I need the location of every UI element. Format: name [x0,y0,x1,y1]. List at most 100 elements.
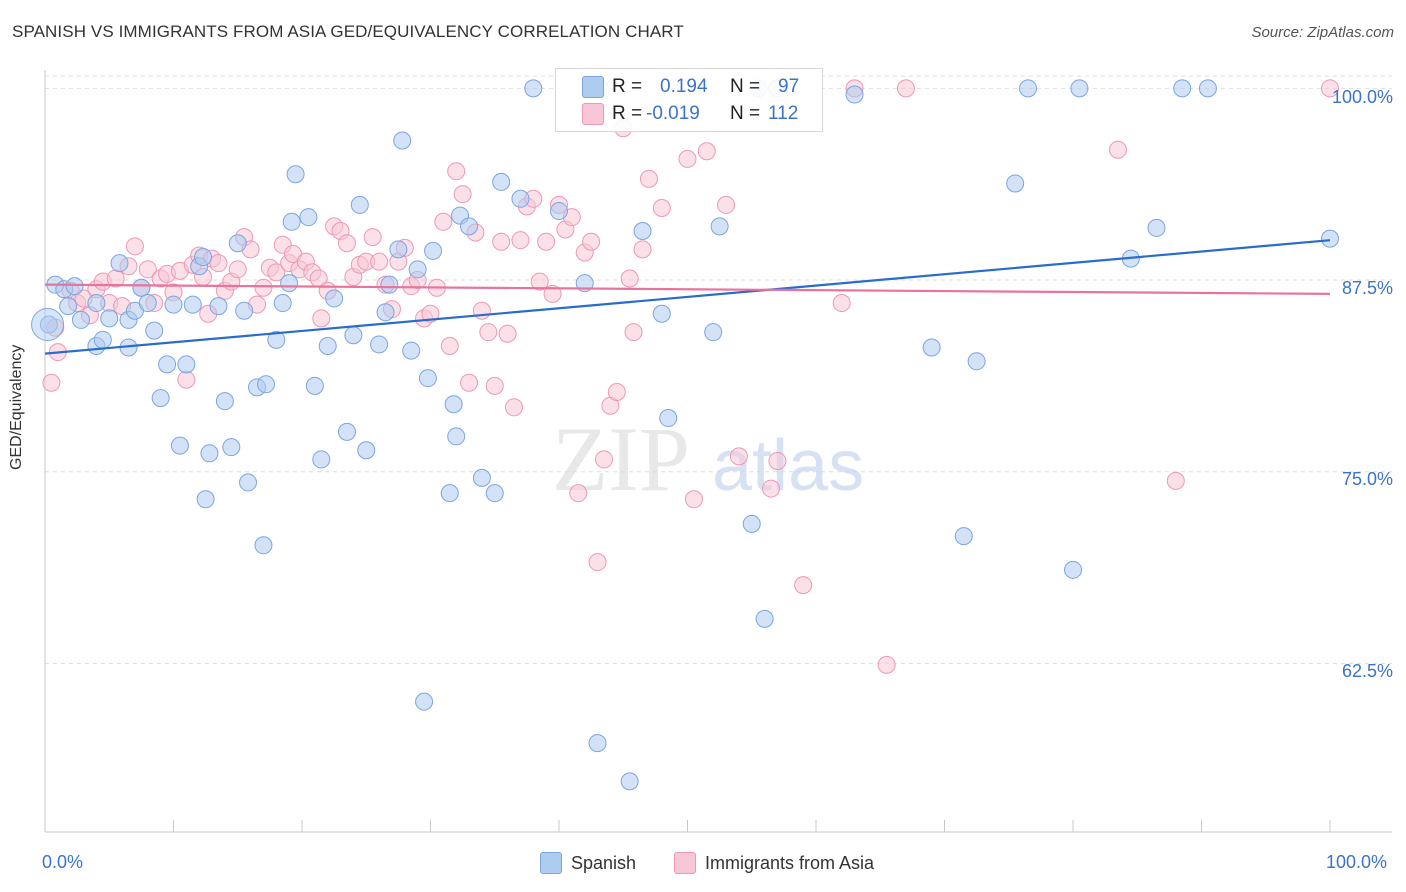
spanish-point [954,527,973,546]
legend-r-value-asia: -0.019 [646,103,700,124]
asia-point [370,252,389,271]
asia-point [639,169,658,188]
spanish-point [588,734,607,753]
spanish-point [652,304,671,323]
spanish-point [472,468,491,487]
asia-point [607,382,626,401]
y-axis-label: GED/Equivalency [8,344,25,470]
source-label: Source: ZipAtlas.com [1251,24,1394,41]
spanish-point [440,484,459,503]
spanish-point [1198,79,1217,98]
spanish-point [1070,79,1089,98]
asia-point [479,323,498,342]
spanish-point [267,330,286,349]
legend-label-spanish: Spanish [571,852,637,873]
spanish-point [418,369,437,388]
spanish-point [209,297,228,316]
spanish-point [447,427,466,446]
spanish-point [1173,79,1192,98]
legend-swatch-asia [674,852,696,874]
spanish-point [460,217,479,236]
spanish-point [1019,79,1038,98]
spanish-point [485,484,504,503]
legend-r-label: R = [612,103,643,124]
spanish-point [344,326,363,345]
asia-point [138,260,157,279]
legend-item-asia[interactable]: Immigrants from Asia [674,852,874,874]
asia-point [421,304,440,323]
spanish-point [659,409,678,428]
asia-point [460,373,479,392]
asia-point [678,149,697,168]
asia-point [209,254,228,273]
asia-point [620,269,639,288]
spanish-point [524,79,543,98]
spanish-point [183,295,202,314]
spanish-point [575,274,594,293]
asia-point [440,336,459,355]
spanish-point-large [31,308,65,342]
spanish-point [132,278,151,297]
asia-point [537,232,556,251]
asia-point [447,162,466,181]
asia-point [652,198,671,217]
legend-swatch-spanish [540,852,562,874]
spanish-point [393,131,412,150]
asia-point [896,79,915,98]
spanish-point [710,217,729,236]
legend-n-value-asia: 112 [768,103,799,124]
asia-point [312,309,331,328]
spanish-point [1006,174,1025,193]
asia-point [588,553,607,572]
spanish-point [318,336,337,355]
spanish-point [424,241,443,260]
chart-title: SPANISH VS IMMIGRANTS FROM ASIA GED/EQUI… [12,22,684,41]
spanish-point [59,297,78,316]
asia-point [434,212,453,231]
spanish-point [100,309,119,328]
spanish-point [312,450,331,469]
asia-point [363,228,382,247]
y-tick-label-100: 100.0% [1331,87,1393,107]
spanish-point [325,289,344,308]
spanish-point [151,389,170,408]
spanish-point [282,212,301,231]
spanish-point [408,260,427,279]
legend-n-label: N = [730,103,761,124]
asia-point [511,231,530,250]
asia-point [492,232,511,251]
spanish-point [110,254,129,273]
spanish-point [755,609,774,628]
spanish-point [254,536,273,555]
spanish-point [305,376,324,395]
asia-point [337,234,356,253]
asia-point [1166,471,1185,490]
asia-point [1108,140,1127,159]
legend-n-label: N = [730,76,761,97]
spanish-point [402,341,421,360]
spanish-point [1064,560,1082,579]
asia-point [569,484,588,503]
spanish-point [239,473,258,492]
spanish-point [93,330,112,349]
spanish-point [550,202,568,221]
asia-point [125,237,144,256]
legend-item-spanish[interactable]: Spanish [540,852,636,874]
spanish-point [845,85,864,104]
spanish-point [71,310,90,329]
spanish-point [337,422,356,441]
asia-point [543,284,562,303]
spanish-point [389,240,408,259]
asia-trend-line [44,283,1331,295]
y-tick-label-87: 87.5% [1341,278,1393,298]
asia-point [254,278,273,297]
asia-point [729,447,748,466]
spanish-point [376,303,395,322]
y-tick-label-62: 62.5% [1341,661,1393,681]
spanish-point [511,189,530,208]
spanish-point [215,392,234,411]
asia-point [228,260,247,279]
spanish-point [200,444,219,463]
asia-point [505,398,524,417]
